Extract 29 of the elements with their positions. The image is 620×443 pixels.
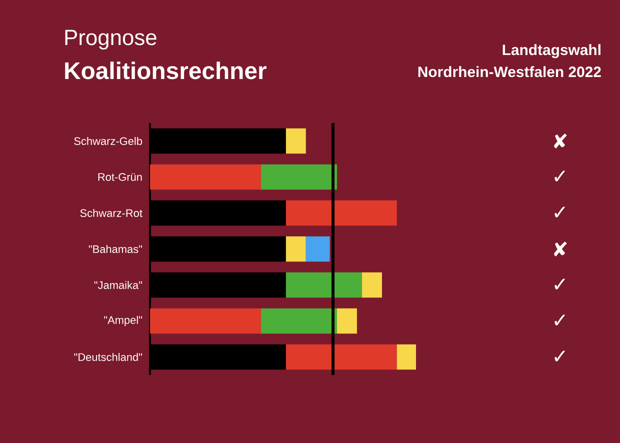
y-tick-label: "Jamaika" [94, 280, 142, 290]
y-tick-label: "Bahamas" [88, 244, 142, 254]
y-tick-label: Schwarz-Gelb [74, 136, 142, 146]
bar [260, 164, 338, 190]
y-tick-label: "Deutschland" [74, 352, 142, 362]
y-tick-label: Rot-Grün [98, 173, 142, 181]
bar [286, 272, 362, 298]
text: ✓ [554, 350, 565, 362]
y-tick-label: Schwarz-Rot [80, 208, 142, 218]
bar [150, 308, 261, 334]
text: ✓ [554, 170, 565, 182]
text: ✘ [554, 242, 567, 256]
bar [260, 308, 338, 334]
bar [362, 272, 382, 298]
bar [337, 308, 357, 334]
text: Nordrhein-Westfalen 2022 [418, 66, 601, 78]
text: ✓ [554, 314, 565, 326]
bar [306, 236, 330, 262]
bar [286, 200, 397, 226]
text: Landtagswahl [502, 44, 600, 58]
text: ✓ [554, 278, 565, 290]
y-tick-label: "Ampel" [104, 316, 142, 326]
chart-title: Prognose [65, 30, 156, 50]
bar [150, 164, 261, 190]
chart-subtitle: Koalitionsrechner [65, 62, 266, 80]
bar [286, 344, 397, 370]
text: ✓ [554, 206, 565, 218]
text: ✘ [554, 134, 567, 148]
bar [396, 344, 416, 370]
